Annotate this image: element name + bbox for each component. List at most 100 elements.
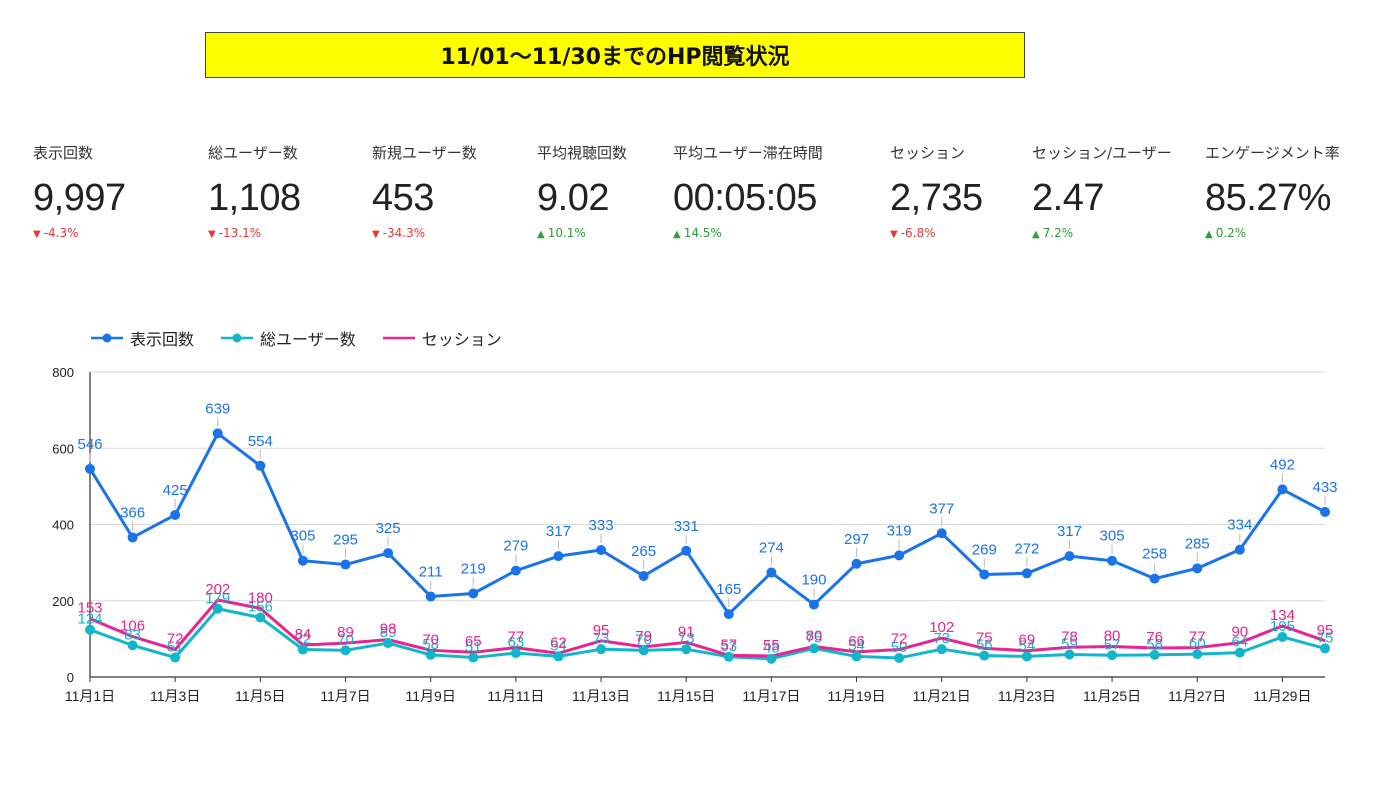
data-label: 51 bbox=[465, 639, 482, 656]
data-label: 258 bbox=[1142, 546, 1167, 563]
data-point bbox=[297, 555, 308, 566]
legend-item-views[interactable]: 表示回数 bbox=[90, 326, 194, 350]
data-label: 319 bbox=[887, 522, 912, 539]
report-title: 11/01〜11/30までのHP閲覧状況 bbox=[205, 32, 1025, 78]
data-label: 70 bbox=[635, 631, 652, 648]
legend-item-users[interactable]: 総ユーザー数 bbox=[220, 326, 356, 350]
kpi-card: エンゲージメント率 85.27% ▲ 0.2% bbox=[1205, 142, 1340, 240]
data-label: 70 bbox=[422, 631, 439, 648]
data-point bbox=[340, 645, 351, 656]
data-label: 156 bbox=[248, 599, 273, 616]
data-label: 51 bbox=[167, 639, 184, 656]
data-label: 305 bbox=[290, 528, 315, 545]
kpi-change-value: 14.5% bbox=[683, 226, 722, 240]
data-label: 63 bbox=[508, 634, 525, 651]
data-point bbox=[383, 638, 394, 649]
x-tick-label: 11月5日 bbox=[235, 688, 285, 704]
data-label: 77 bbox=[508, 629, 525, 646]
data-label: 180 bbox=[248, 589, 273, 606]
data-label: 75 bbox=[806, 629, 823, 646]
arrow-down-icon: ▼ bbox=[33, 229, 41, 240]
data-point bbox=[85, 463, 95, 474]
data-label: 77 bbox=[1189, 629, 1206, 646]
data-label: 60 bbox=[1189, 635, 1206, 652]
kpi-label: セッション/ユーザー bbox=[1032, 144, 1172, 162]
data-label: 305 bbox=[1100, 528, 1125, 545]
kpi-label: 新規ユーザー数 bbox=[372, 144, 477, 162]
data-label: 325 bbox=[376, 520, 401, 537]
data-label: 62 bbox=[550, 634, 567, 651]
kpi-value: 9.02 bbox=[537, 177, 609, 219]
data-point bbox=[468, 588, 479, 599]
data-point bbox=[212, 603, 223, 614]
legend-item-sessions[interactable]: セッション bbox=[382, 326, 502, 350]
data-point bbox=[170, 509, 181, 520]
data-label: 91 bbox=[678, 623, 695, 640]
data-point bbox=[638, 570, 649, 581]
arrow-up-icon: ▲ bbox=[1205, 229, 1213, 240]
kpi-card: 平均ユーザー滞在時間 00:05:05 ▲ 14.5% bbox=[673, 142, 823, 240]
kpi-change: ▲ 0.2% bbox=[1205, 226, 1340, 240]
kpi-value: 2,735 bbox=[890, 177, 983, 219]
data-point bbox=[1320, 643, 1330, 654]
x-tick-label: 11月27日 bbox=[1168, 688, 1226, 704]
data-label: 102 bbox=[929, 619, 954, 636]
data-label: 546 bbox=[77, 436, 102, 453]
data-point bbox=[510, 565, 521, 576]
data-point bbox=[1021, 651, 1032, 662]
data-label: 75 bbox=[1317, 629, 1334, 646]
arrow-down-icon: ▼ bbox=[890, 229, 898, 240]
data-point bbox=[1149, 649, 1160, 660]
y-tick-label: 600 bbox=[52, 441, 74, 456]
data-point bbox=[553, 551, 564, 562]
kpi-change-value: 0.2% bbox=[1215, 226, 1247, 240]
legend-dot-users bbox=[232, 333, 242, 343]
x-tick-label: 11月23日 bbox=[998, 688, 1056, 704]
kpi-label: 総ユーザー数 bbox=[208, 144, 298, 162]
data-point bbox=[766, 653, 777, 664]
data-label: 56 bbox=[976, 637, 993, 654]
data-label: 106 bbox=[120, 618, 145, 635]
kpi-change: ▼ -13.1% bbox=[208, 226, 301, 240]
data-label: 72 bbox=[167, 631, 184, 648]
kpi-value: 00:05:05 bbox=[673, 177, 817, 219]
x-tick-label: 11月21日 bbox=[913, 688, 971, 704]
kpi-card: セッション 2,735 ▼ -6.8% bbox=[890, 142, 983, 240]
series-line-1 bbox=[89, 607, 1326, 661]
data-label: 90 bbox=[1231, 624, 1248, 641]
data-label: 272 bbox=[1014, 540, 1039, 557]
x-tick-label: 11月7日 bbox=[320, 688, 370, 704]
data-label: 53 bbox=[720, 638, 737, 655]
data-label: 75 bbox=[976, 629, 993, 646]
data-point bbox=[510, 647, 521, 658]
y-tick-label: 800 bbox=[52, 365, 74, 380]
data-label: 76 bbox=[1146, 629, 1163, 646]
data-label: 80 bbox=[806, 628, 823, 645]
data-point bbox=[894, 652, 905, 663]
data-label: 50 bbox=[891, 639, 908, 656]
data-point bbox=[851, 558, 862, 569]
data-point bbox=[638, 645, 649, 656]
kpi-value: 453 bbox=[372, 177, 434, 219]
data-label: 211 bbox=[419, 564, 443, 581]
data-point bbox=[936, 528, 947, 539]
data-label: 98 bbox=[380, 621, 397, 638]
data-point bbox=[553, 651, 564, 662]
data-point bbox=[979, 650, 990, 661]
data-point bbox=[766, 567, 777, 578]
y-tick-label: 0 bbox=[67, 670, 74, 685]
data-label: 59 bbox=[1061, 636, 1078, 653]
kpi-card: セッション/ユーザー 2.47 ▲ 7.2% bbox=[1032, 142, 1172, 240]
data-label: 265 bbox=[631, 543, 656, 560]
x-tick-label: 11月29日 bbox=[1253, 688, 1311, 704]
data-point bbox=[808, 599, 819, 610]
data-point bbox=[1107, 650, 1118, 661]
data-label: 285 bbox=[1185, 535, 1210, 552]
kpi-value: 2.47 bbox=[1032, 177, 1104, 219]
data-point bbox=[127, 640, 138, 651]
data-label: 84 bbox=[295, 626, 312, 643]
data-point bbox=[383, 548, 394, 559]
data-point bbox=[1064, 551, 1075, 562]
data-label: 179 bbox=[205, 590, 230, 607]
data-point bbox=[596, 545, 607, 556]
